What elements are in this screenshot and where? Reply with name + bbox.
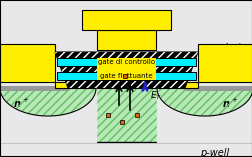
Text: n: n [222, 99, 229, 109]
Text: p-well: p-well [199, 148, 228, 157]
Bar [57, 72, 195, 80]
Polygon shape [0, 88, 72, 125]
Bar [57, 58, 195, 66]
Text: drain: drain [220, 43, 247, 53]
Text: gate: gate [112, 12, 140, 25]
Bar [0, 86, 68, 90]
Polygon shape [180, 44, 252, 88]
Bar [106, 113, 110, 117]
Polygon shape [0, 44, 72, 88]
Text: n: n [14, 99, 21, 109]
Text: source: source [15, 43, 50, 53]
Text: $E_T$: $E_T$ [149, 90, 161, 102]
Text: gate di controllo: gate di controllo [98, 59, 154, 65]
Text: gate fluttuante: gate fluttuante [100, 73, 152, 79]
Bar [0, 88, 252, 142]
Polygon shape [180, 88, 252, 125]
Bar [97, 30, 155, 50]
Bar [135, 113, 138, 117]
Polygon shape [55, 52, 197, 88]
Text: +: + [22, 97, 28, 103]
Bar [184, 86, 252, 91]
Bar [0, 86, 68, 91]
Bar [97, 58, 155, 80]
Bar [0, 88, 252, 142]
Text: +: + [230, 97, 236, 103]
Bar [122, 74, 127, 78]
Bar [119, 120, 123, 124]
Bar [82, 10, 170, 30]
